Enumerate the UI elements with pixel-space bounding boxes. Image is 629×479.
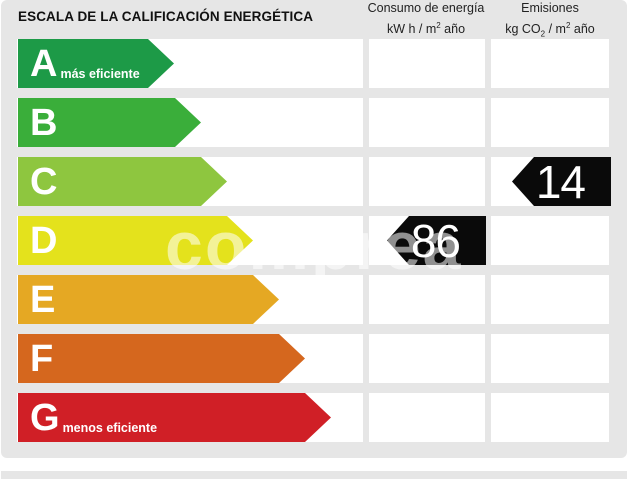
scale-cell: F (17, 334, 363, 383)
rating-sub-label: menos eficiente (62, 421, 158, 435)
consumption-cell (369, 39, 485, 88)
emissions-header-line1: Emisiones (521, 1, 579, 15)
scale-cell: B (17, 98, 363, 147)
rating-arrow-c: C (18, 157, 227, 206)
rating-letter: C (30, 160, 58, 203)
emissions-cell (491, 275, 609, 324)
consumption-header-line1: Consumo de energía (367, 1, 485, 15)
emissions-cell (491, 39, 609, 88)
rating-row-d: D 86 (0, 216, 629, 265)
rating-letter: B (30, 101, 58, 144)
rating-row-e: E (0, 275, 629, 324)
consumption-cell (369, 275, 485, 324)
rating-arrow-f: F (18, 334, 305, 383)
watermark-text: comprea (165, 208, 463, 284)
scale-cell: C (17, 157, 363, 206)
emissions-cell (491, 216, 609, 265)
consumption-cell (369, 334, 485, 383)
scale-title: ESCALA DE LA CALIFICACIÓN ENERGÉTICA (18, 9, 314, 24)
emissions-header-line2: kg CO2 / m2 año (505, 21, 595, 39)
rating-letter: D (30, 219, 58, 262)
rating-sub-label: más eficiente (60, 67, 140, 81)
emissions-badge: 14 (512, 157, 611, 206)
consumption-cell (369, 98, 485, 147)
consumption-header-line2: kW h / m2 año (386, 21, 466, 37)
bottom-strip (1, 471, 627, 479)
consumption-cell (369, 157, 485, 206)
consumption-cell (369, 393, 485, 442)
scale-cell: E (17, 275, 363, 324)
rating-letter: A (30, 42, 58, 85)
consumption-value: 86 (410, 214, 461, 267)
rating-arrow-b: B (18, 98, 201, 147)
emissions-value: 14 (535, 155, 586, 208)
rating-row-f: F (0, 334, 629, 383)
rating-letter: G (30, 396, 60, 439)
consumption-header: Consumo de energía kW h / m2 año (362, 0, 490, 38)
emissions-cell (491, 334, 609, 383)
rating-row-c: C 14 (0, 157, 629, 206)
rating-arrow-d: D (18, 216, 253, 265)
consumption-badge: 86 (387, 216, 486, 265)
rating-arrow-e: E (18, 275, 279, 324)
emissions-cell (491, 393, 609, 442)
emissions-header: Emisiones kg CO2 / m2 año (486, 0, 614, 43)
scale-cell: D (17, 216, 363, 265)
rating-letter: F (30, 337, 54, 380)
rating-row-b: B (0, 98, 629, 147)
rating-letter: E (30, 278, 56, 321)
emissions-cell (491, 98, 609, 147)
